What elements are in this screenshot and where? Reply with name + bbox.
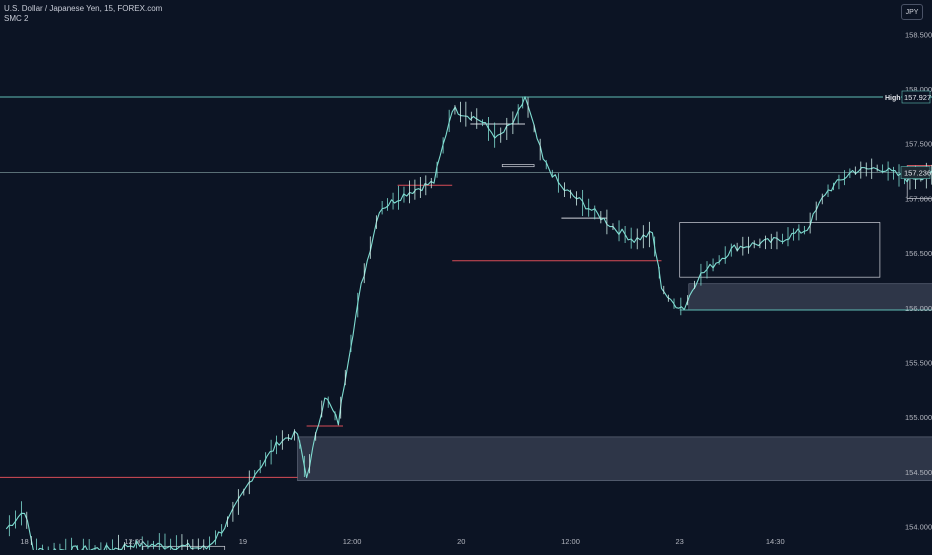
y-tick-label: 158.500 [905, 30, 932, 39]
x-tick-label: 12:00 [561, 537, 580, 546]
price-value-1: 157.236 [904, 169, 931, 178]
structure-box-4 [502, 164, 534, 166]
indicator-name[interactable]: SMC 2 [4, 14, 162, 24]
y-tick-label: 156.500 [905, 249, 932, 258]
x-tick-label: 12:00 [124, 537, 143, 546]
y-tick-label: 157.000 [905, 194, 932, 203]
y-tick-label: 157.500 [905, 140, 932, 149]
chart-legend: U.S. Dollar / Japanese Yen, 15, FOREX.co… [4, 4, 162, 24]
symbol-title[interactable]: U.S. Dollar / Japanese Yen, 15, FOREX.co… [4, 4, 162, 14]
structure-box-3 [143, 546, 225, 550]
zone-box-1 [298, 437, 932, 481]
zone-box-0 [689, 284, 932, 310]
y-tick-label: 156.000 [905, 304, 932, 313]
y-tick-label: 154.500 [905, 468, 932, 477]
price-value-0: 157.927 [904, 93, 931, 102]
y-tick-label: 154.000 [905, 523, 932, 532]
x-tick-label: 18 [20, 537, 28, 546]
currency-button[interactable]: JPY [901, 4, 923, 20]
price-series[interactable] [6, 97, 932, 550]
y-tick-label: 155.500 [905, 359, 932, 368]
structure-box-0 [680, 222, 880, 277]
x-tick-label: 23 [676, 537, 684, 546]
y-tick-label: 155.000 [905, 413, 932, 422]
x-tick-label: 14:30 [766, 537, 785, 546]
x-tick-label: 12:00 [343, 537, 362, 546]
x-tick-label: 19 [239, 537, 247, 546]
price-tag-label: High [885, 95, 901, 102]
x-tick-label: 20 [457, 537, 465, 546]
